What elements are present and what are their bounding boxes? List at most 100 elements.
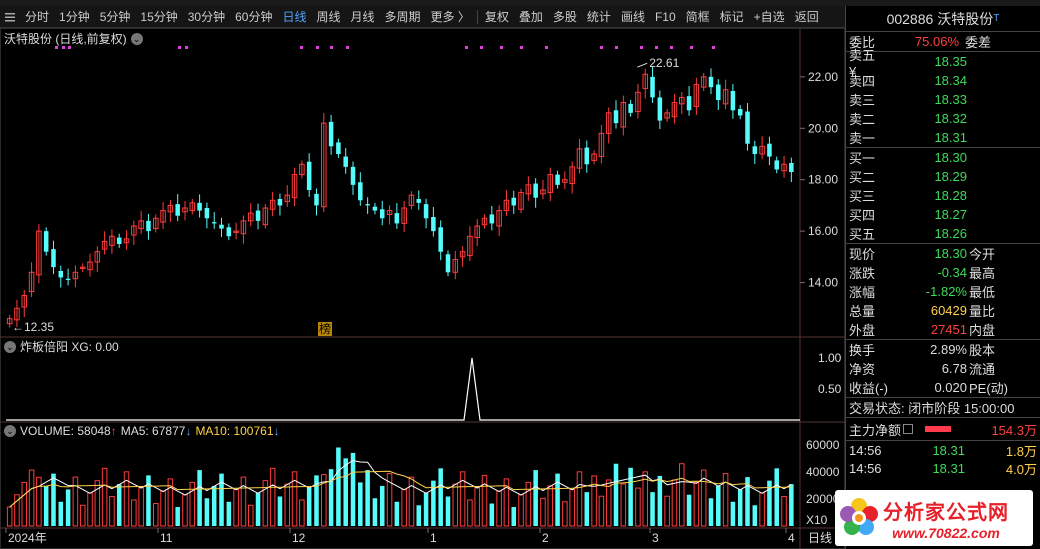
dropdown-icon[interactable] <box>903 424 914 434</box>
sell-5: 卖五 ¥18.35 <box>849 47 967 79</box>
candle-body <box>555 174 560 185</box>
candle-body <box>58 271 64 278</box>
add-watchlist-button[interactable]: +自选 <box>753 9 785 24</box>
volume-bar <box>358 482 363 526</box>
candle-body <box>452 258 459 273</box>
volume-legend: ⌄ VOLUME: 58048↑ MA5: 67877↓ MA10: 10076… <box>4 424 280 438</box>
mark-button[interactable]: 标记 <box>719 9 744 24</box>
arrow-up-icon: ↑ <box>110 424 117 438</box>
draw-line-button[interactable]: 画线 <box>620 9 645 24</box>
candle-body <box>372 206 378 211</box>
multi-stock-button[interactable]: 多股 <box>552 9 577 24</box>
volume-bar <box>328 469 334 526</box>
volume-bar <box>635 487 641 527</box>
candle-body <box>116 237 122 244</box>
turnover-row: 换手 2.89% 股本 <box>849 342 996 358</box>
indicator-ytick: 0.50 <box>818 382 842 396</box>
simple-frame-button[interactable]: 简框 <box>685 9 710 24</box>
candle-body <box>642 73 649 89</box>
candle-body <box>306 161 312 190</box>
tab-more[interactable]: 更多 〉 <box>430 9 470 24</box>
statistics-button[interactable]: 统计 <box>586 9 611 24</box>
candle-body <box>152 217 159 230</box>
divider <box>846 339 1040 340</box>
volume-bar <box>152 503 159 527</box>
candle-body <box>722 89 729 105</box>
collapse-icon[interactable]: ⌄ <box>4 425 16 437</box>
overlay-button[interactable]: 叠加 <box>518 9 543 24</box>
volume-bar <box>613 463 619 526</box>
volume-bar <box>737 489 743 526</box>
volume-bar <box>160 490 166 527</box>
volume-bar <box>408 476 415 527</box>
tab-fenshi[interactable]: 分时 <box>25 9 50 24</box>
candle-body <box>6 318 13 325</box>
volume-bar <box>628 467 633 526</box>
divider <box>846 147 1040 148</box>
collapse-icon[interactable]: ⌄ <box>130 32 143 45</box>
signal-dot <box>300 46 303 49</box>
tab-multi-period[interactable]: 多周期 <box>384 9 421 24</box>
outer-row: 外盘 27451 内盘 <box>849 322 996 338</box>
candle-body <box>226 227 232 237</box>
tab-daily[interactable]: 日线 <box>282 9 307 24</box>
volume-bar <box>182 494 188 527</box>
volume-bar <box>416 505 422 526</box>
kline-chart-svg[interactable]: 22.00 20.00 18.00 16.00 14.00 22.61 ←12.35 榜 1.0… <box>0 28 845 549</box>
candle-body <box>745 111 750 144</box>
candle-body <box>686 96 692 111</box>
candle-body <box>321 122 327 208</box>
tab-30min[interactable]: 30分钟 <box>187 9 226 24</box>
signal-dot <box>55 46 58 49</box>
chart-area[interactable]: 22.00 20.00 18.00 16.00 14.00 22.61 ←12.35 榜 1.0… <box>0 28 845 549</box>
volume-bar <box>533 470 538 526</box>
candle-body <box>671 102 678 118</box>
volume-bar <box>722 473 729 527</box>
signal-dot <box>185 46 188 49</box>
candle-body <box>79 266 86 269</box>
main-flow-row: 主力净额 154.3万 <box>849 422 1037 438</box>
volume-bar <box>401 488 407 527</box>
volume-bar <box>219 473 224 526</box>
back-button[interactable]: 返回 <box>794 9 819 24</box>
tab-monthly[interactable]: 月线 <box>350 9 375 24</box>
price-row: 现价 18.30 今开 <box>849 246 996 262</box>
ma5-label: MA5: 67877↓ <box>120 424 192 438</box>
tab-60min[interactable]: 60分钟 <box>235 9 273 24</box>
candle-body <box>525 184 532 195</box>
f10-button[interactable]: F10 <box>654 9 676 24</box>
xg-line <box>6 357 800 421</box>
signal-dot <box>465 46 468 49</box>
signal-dot <box>316 46 319 49</box>
buy-1: 买一 18.30 <box>849 150 967 166</box>
volume-bar <box>562 501 568 527</box>
divider <box>846 397 1040 398</box>
restore-rights-button[interactable]: 复权 <box>484 9 509 24</box>
candle-body <box>591 153 597 161</box>
volume-bar <box>72 476 79 527</box>
volume-bar <box>503 478 510 527</box>
candle-body <box>197 202 202 211</box>
tab-weekly[interactable]: 周线 <box>316 9 341 24</box>
collapse-icon[interactable]: ⌄ <box>4 340 16 353</box>
volume-bar <box>394 501 400 526</box>
candle-body <box>160 210 166 223</box>
candle-body <box>467 235 473 257</box>
ytick-label: 16.00 <box>808 224 838 238</box>
xtick-label: 11 <box>160 531 173 545</box>
volume-bar <box>759 492 765 527</box>
menu-icon[interactable] <box>0 6 20 28</box>
candle-body <box>291 174 298 199</box>
candle-body <box>386 210 393 215</box>
candle-body <box>657 97 663 121</box>
tab-1min[interactable]: 1分钟 <box>59 9 90 24</box>
volume-bar <box>138 487 144 527</box>
volume-row: 总量 60429 量比 <box>849 303 996 319</box>
candle-body <box>576 148 583 169</box>
tab-5min[interactable]: 5分钟 <box>99 9 131 24</box>
volume-bar <box>365 470 370 526</box>
info-icon[interactable]: T <box>993 13 1000 24</box>
xtick-label: 12 <box>292 531 306 545</box>
tab-15min[interactable]: 15分钟 <box>140 9 178 24</box>
candle-body <box>716 84 721 100</box>
